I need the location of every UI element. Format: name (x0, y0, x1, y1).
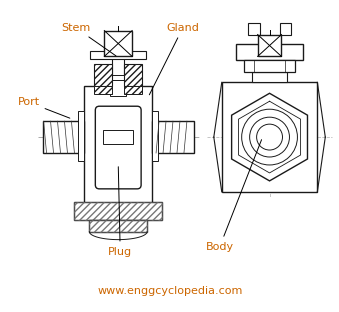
Bar (94, 64, 112, 86)
Bar (152, 111, 158, 161)
Bar (84, 86, 152, 212)
Bar (78, 111, 84, 161)
Polygon shape (232, 93, 307, 181)
Bar (89, 220, 147, 232)
Bar (280, 22, 292, 35)
Bar (258, 35, 281, 56)
Bar (43, 121, 84, 153)
Bar (91, 51, 146, 59)
Text: Gland: Gland (149, 22, 199, 95)
Bar (110, 80, 126, 96)
Bar (222, 82, 317, 192)
FancyBboxPatch shape (95, 106, 141, 189)
Bar (94, 76, 142, 80)
Text: Body: Body (206, 140, 262, 251)
Bar (252, 72, 287, 82)
Bar (112, 56, 124, 79)
Bar (152, 121, 194, 153)
Bar (248, 22, 260, 35)
Bar (236, 45, 303, 61)
Bar (94, 86, 112, 94)
Text: Stem: Stem (61, 22, 116, 56)
Bar (103, 130, 133, 144)
Text: Plug: Plug (108, 167, 132, 256)
Bar (75, 202, 162, 220)
Text: Port: Port (18, 97, 70, 118)
Bar (75, 202, 162, 220)
Bar (244, 61, 295, 72)
Text: www.enggcyclopedia.com: www.enggcyclopedia.com (97, 286, 243, 296)
Bar (104, 31, 132, 56)
Bar (124, 64, 142, 86)
Bar (89, 220, 147, 232)
Bar (124, 86, 142, 94)
